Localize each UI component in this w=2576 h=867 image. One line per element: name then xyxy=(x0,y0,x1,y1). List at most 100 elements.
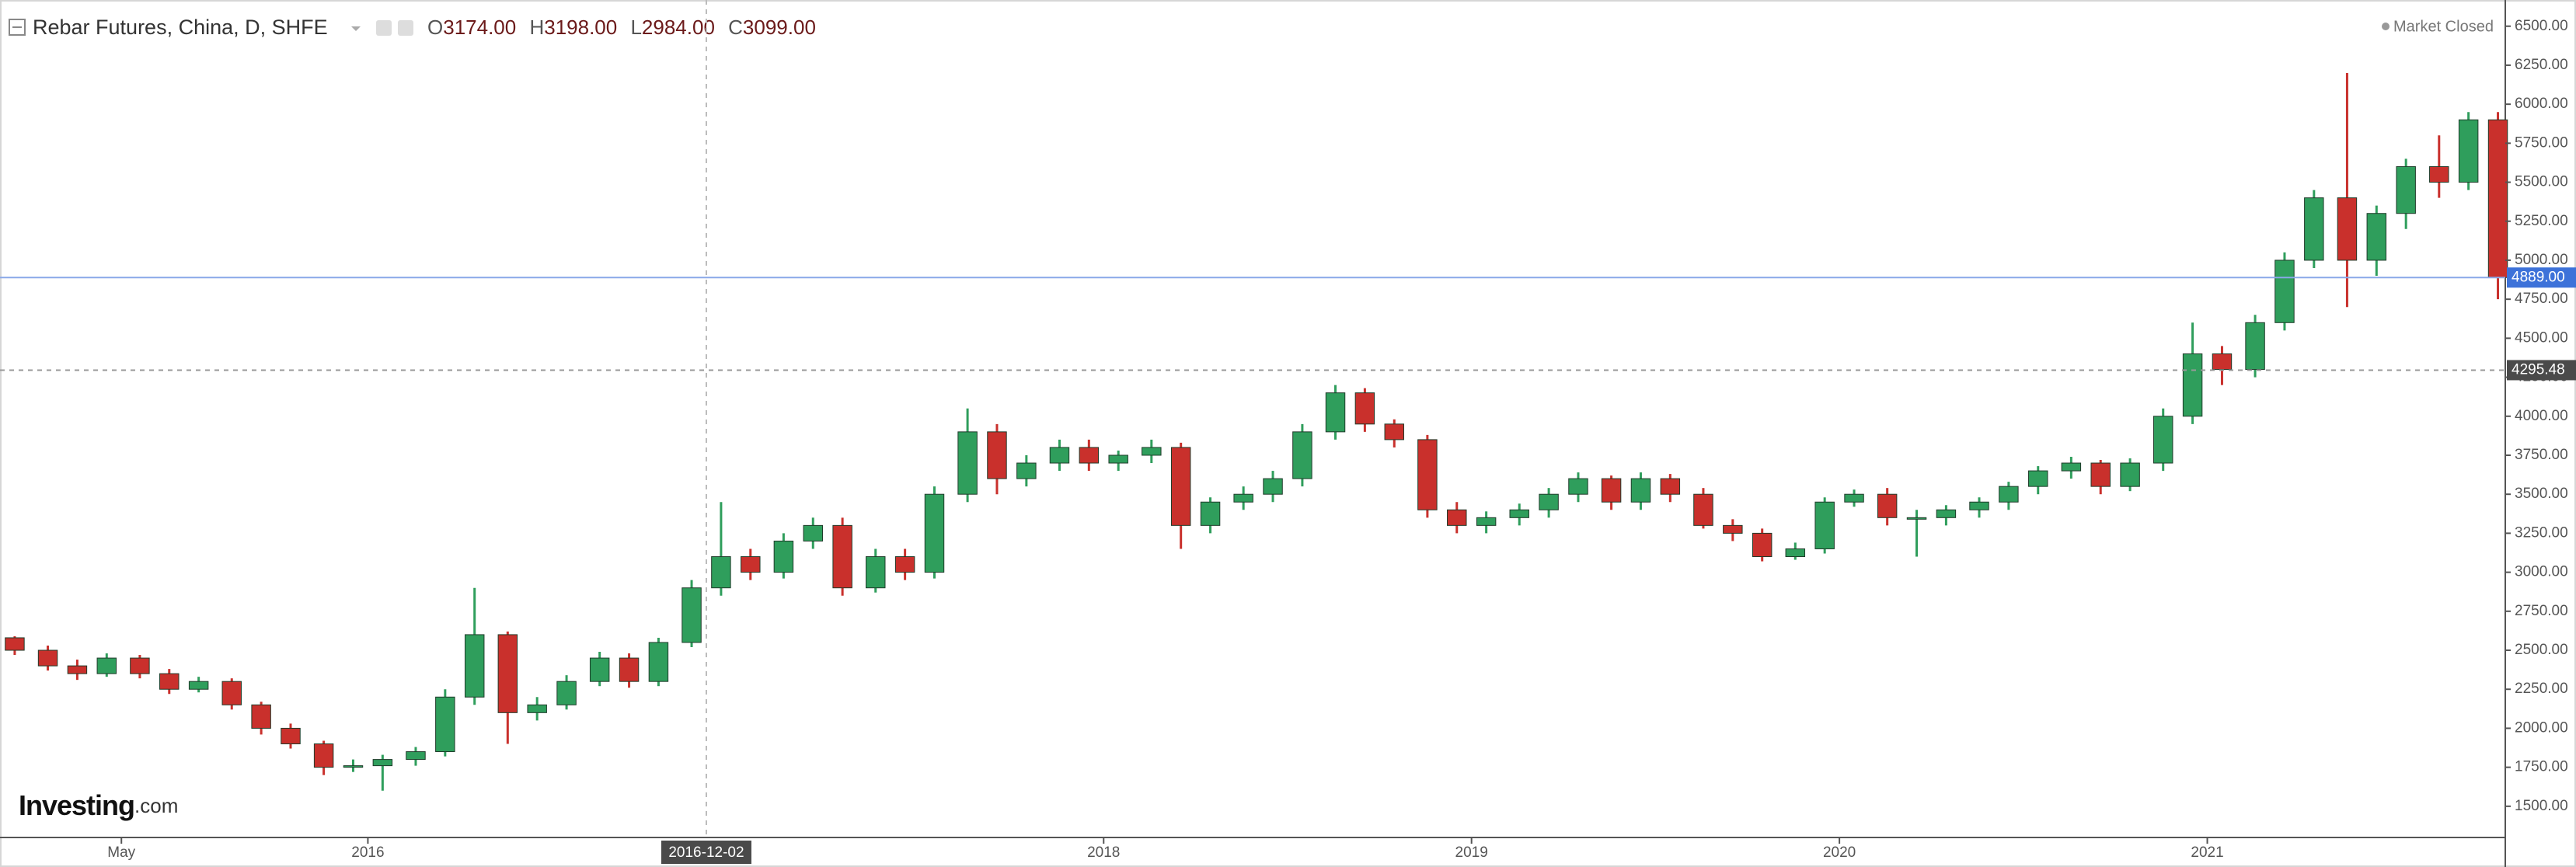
candle-body xyxy=(1233,493,1253,503)
candle-body xyxy=(1568,478,1588,495)
ohlc-key: C xyxy=(728,16,743,39)
candle-body xyxy=(1906,517,1927,520)
y-tick-label: 2750.00 xyxy=(2515,603,2568,619)
ohlc-value: 2984.00 xyxy=(642,16,715,39)
candle-body xyxy=(2366,213,2387,261)
candle-body xyxy=(1660,478,1681,495)
candle-body xyxy=(251,704,271,729)
ohlc-value: 3198.00 xyxy=(544,16,617,39)
candle-body xyxy=(67,665,88,674)
candle-body xyxy=(1969,501,1989,510)
logo: Investing.com xyxy=(19,789,178,821)
ohlc-value: 3174.00 xyxy=(443,16,516,39)
candle-body xyxy=(1170,447,1191,526)
candle-body xyxy=(2337,197,2358,261)
candle-body xyxy=(1417,439,1438,510)
candle-body xyxy=(924,493,945,573)
candle-body xyxy=(1601,478,1622,503)
y-tick-label: 4000.00 xyxy=(2515,408,2568,424)
y-tick-label: 1750.00 xyxy=(2515,759,2568,775)
candle-body xyxy=(2245,322,2265,371)
candle-body xyxy=(711,556,731,589)
candle-body xyxy=(188,681,209,690)
candle-body xyxy=(2182,353,2203,417)
candle-body xyxy=(1049,447,1070,464)
candle-body xyxy=(1752,532,1773,558)
x-tick-label: 2020 xyxy=(1823,844,1856,861)
crosshair-y-label: 4295.48 xyxy=(2512,361,2565,378)
candle-body xyxy=(497,634,518,713)
candle-body xyxy=(648,642,669,682)
candle-body xyxy=(313,743,334,768)
x-tick-label: May xyxy=(107,844,135,861)
y-tick-label: 4750.00 xyxy=(2515,291,2568,307)
candle-body xyxy=(1814,501,1835,549)
candle-body xyxy=(2152,416,2173,464)
logo-suffix: .com xyxy=(134,794,178,817)
last-price-box xyxy=(2507,267,2576,288)
x-tick-label: 2019 xyxy=(1455,844,1488,861)
candle-body xyxy=(1142,447,1162,456)
candle-body xyxy=(1693,493,1713,526)
candle-body xyxy=(1263,478,1283,495)
candle-body xyxy=(1384,423,1404,440)
candle-body xyxy=(1016,462,1037,479)
y-tick-label: 3750.00 xyxy=(2515,447,2568,463)
last-price-label: 4889.00 xyxy=(2512,269,2565,285)
candle-body xyxy=(435,696,455,753)
compare-icon[interactable] xyxy=(398,20,413,36)
plot xyxy=(5,72,2508,791)
crosshair-y-box xyxy=(2507,360,2576,381)
candle-body xyxy=(2274,259,2295,323)
candle-body xyxy=(406,751,426,761)
candle-body xyxy=(1785,548,1806,558)
candle-body xyxy=(5,637,25,651)
candle-body xyxy=(372,759,393,767)
x-tick-label: 2018 xyxy=(1087,844,1120,861)
candle-body xyxy=(957,431,978,495)
candle-body xyxy=(2304,197,2324,261)
y-tick-label: 6500.00 xyxy=(2515,18,2568,34)
candle-body xyxy=(1877,493,1898,518)
candle-body xyxy=(2028,470,2048,487)
y-tick-label: 5500.00 xyxy=(2515,174,2568,190)
candle-body xyxy=(681,587,702,643)
candle-body xyxy=(1999,486,2019,503)
candle-body xyxy=(1079,447,1100,464)
y-tick-label: 3500.00 xyxy=(2515,486,2568,502)
candle-body xyxy=(2396,165,2416,214)
candle-body xyxy=(1292,431,1312,479)
candle-body xyxy=(2429,165,2449,183)
settings-icon[interactable] xyxy=(376,20,392,36)
candle-body xyxy=(1447,509,1467,526)
candle-body xyxy=(894,556,915,573)
candle-body xyxy=(1108,454,1128,464)
collapse-button[interactable] xyxy=(9,19,26,36)
y-tick-label: 4500.00 xyxy=(2515,329,2568,346)
candle-body xyxy=(2458,119,2479,183)
y-tick-label: 5000.00 xyxy=(2515,252,2568,268)
candle-body xyxy=(556,681,577,705)
candle-body xyxy=(1630,478,1651,503)
candle-body xyxy=(2120,462,2140,487)
y-tick-label: 1500.00 xyxy=(2515,798,2568,814)
candle-body xyxy=(2487,119,2508,278)
chart-title: Rebar Futures, China, D, SHFE xyxy=(33,16,328,39)
candle-body xyxy=(803,524,823,541)
candle-body xyxy=(741,556,761,573)
y-tick-label: 5750.00 xyxy=(2515,134,2568,151)
crosshair-x-label: 2016-12-02 xyxy=(668,844,744,861)
y-tick-label: 6000.00 xyxy=(2515,96,2568,112)
y-tick-label: 6250.00 xyxy=(2515,57,2568,73)
candle-body xyxy=(464,634,485,698)
candle-body xyxy=(773,540,794,573)
ohlc-key: L xyxy=(630,16,641,39)
title-dropdown[interactable] xyxy=(351,26,361,31)
candle-body xyxy=(987,431,1007,479)
candle-body xyxy=(1476,517,1497,526)
candle-body xyxy=(1325,392,1346,433)
